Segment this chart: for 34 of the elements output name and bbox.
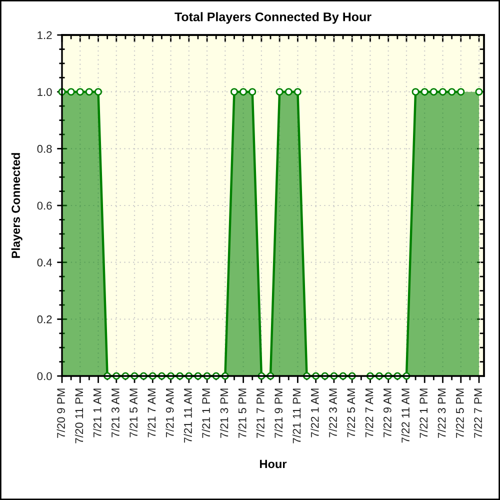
y-tick-label: 0.8 — [37, 144, 52, 153]
x-tick-label: 7/21 3 AM — [111, 388, 120, 438]
x-tick-label: 7/21 3 PM — [220, 388, 228, 438]
x-tick-label: 7/21 11 AM — [184, 388, 192, 443]
x-tick-label: 7/21 11 PM — [292, 388, 301, 444]
y-tick-label: 0.4 — [37, 258, 52, 266]
x-tick-label: 7/22 3 PM — [438, 388, 446, 438]
chart-title: Total Players Connected By Hour — [174, 12, 372, 24]
y-tick-label: 0.6 — [37, 202, 52, 210]
x-tick-label: 7/22 9 AM — [383, 388, 392, 438]
x-tick-label: 7/22 1 AM — [310, 388, 319, 438]
x-tick-label: 7/22 7 PM — [474, 388, 482, 438]
x-tick-label: 7/21 9 PM — [274, 388, 283, 438]
x-tick-label: 7/22 5 AM — [346, 388, 356, 438]
y-tick-label: 1.0 — [38, 88, 52, 96]
y-tick-label: 0.0 — [37, 372, 52, 380]
x-axis-title: Hour — [260, 460, 287, 468]
x-tick-label: 7/20 11 PM — [74, 388, 84, 444]
x-tick-label: 7/21 5 AM — [129, 388, 138, 438]
x-tick-label: 7/22 5 PM — [456, 388, 464, 438]
x-tick-label: 7/21 7 AM — [147, 388, 156, 438]
y-tick-label: 0.2 — [37, 315, 52, 324]
y-tick-label: 1.2 — [38, 31, 52, 40]
x-tick-label: 7/21 1 AM — [93, 388, 102, 438]
x-tick-label: 7/21 7 PM — [256, 388, 264, 438]
x-tick-label: 7/22 3 AM — [328, 388, 337, 438]
x-tick-label: 7/21 9 AM — [166, 388, 174, 438]
x-tick-label: 7/20 9 PM — [56, 388, 65, 438]
x-tick-label: 7/21 5 PM — [238, 388, 246, 438]
x-tick-label: 7/22 1 PM — [419, 388, 428, 438]
x-tick-label: 7/21 1 PM — [202, 388, 210, 438]
x-tick-label: 7/22 11 AM — [401, 388, 410, 443]
y-axis-title: Players Connected — [11, 153, 22, 258]
x-tick-label: 7/22 7 AM — [365, 388, 374, 438]
